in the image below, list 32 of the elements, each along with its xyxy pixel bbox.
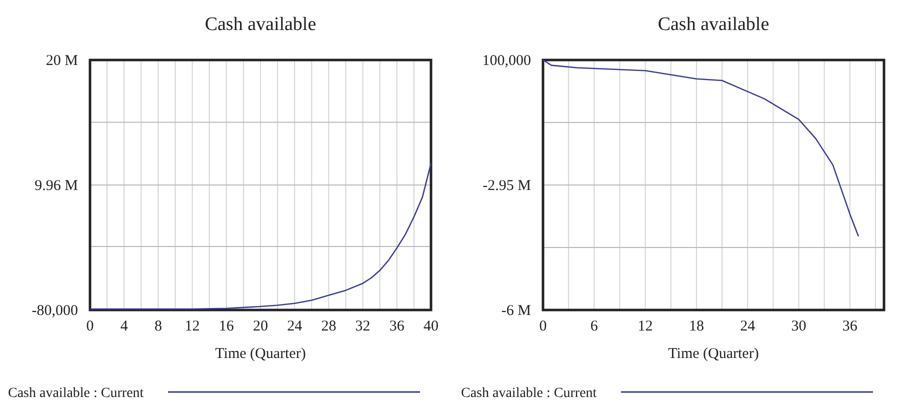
y-tick-label: 100,000	[482, 52, 531, 69]
x-tick-label: 12	[184, 318, 200, 335]
line-series	[542, 59, 860, 237]
chart-title: Cash available	[658, 14, 770, 35]
x-tick-label: 36	[389, 318, 405, 335]
x-tick-label: 24	[740, 318, 756, 335]
x-tick-label: 36	[842, 318, 858, 335]
y-tick-label: -2.95 M	[482, 178, 531, 194]
y-tick-label: 20 M	[46, 52, 78, 69]
x-tick-label: 24	[287, 318, 303, 335]
x-tick-label: 0	[539, 318, 547, 335]
x-tick-label: 30	[791, 318, 806, 335]
x-tick-label: 32	[355, 318, 370, 335]
x-tick-label: 40	[424, 318, 438, 335]
x-axis-title: Time (Quarter)	[668, 346, 759, 362]
x-tick-label: 4	[120, 318, 128, 335]
line-series	[89, 162, 432, 310]
text: Cash available : Current	[461, 386, 597, 401]
y-tick-label: 9.96 M	[34, 178, 78, 194]
x-tick-label: 6	[590, 318, 598, 335]
x-tick-label: 20	[253, 318, 268, 335]
chart-title: Cash available	[204, 14, 316, 35]
x-tick-label: 18	[688, 318, 704, 335]
x-axis-title: Time (Quarter)	[215, 346, 306, 362]
x-tick-label: 12	[638, 318, 653, 335]
x-tick-label: 16	[218, 318, 234, 335]
x-tick-label: 8	[154, 318, 162, 335]
y-tick-label: -80,000	[32, 302, 78, 319]
y-tick-label: -6 M	[501, 302, 531, 319]
x-tick-label: 0	[86, 318, 94, 335]
text: Cash available : Current	[8, 386, 144, 401]
x-tick-label: 28	[321, 318, 336, 335]
